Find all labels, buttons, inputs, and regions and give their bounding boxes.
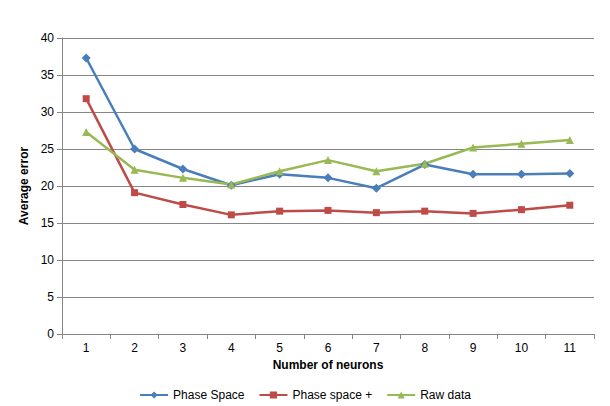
svg-text:5: 5	[47, 290, 54, 304]
svg-text:0: 0	[47, 327, 54, 341]
svg-text:10: 10	[41, 253, 55, 267]
svg-text:8: 8	[421, 341, 428, 355]
svg-text:10: 10	[515, 341, 529, 355]
svg-text:11: 11	[564, 341, 577, 355]
svg-text:3: 3	[180, 341, 187, 355]
svg-text:9: 9	[470, 341, 477, 355]
svg-text:2: 2	[131, 341, 138, 355]
svg-text:Phase Space: Phase Space	[173, 388, 245, 402]
svg-text:7: 7	[373, 341, 380, 355]
svg-text:25: 25	[41, 142, 55, 156]
svg-text:35: 35	[41, 68, 55, 82]
svg-text:4: 4	[228, 341, 235, 355]
svg-text:5: 5	[276, 341, 283, 355]
svg-text:40: 40	[41, 31, 55, 45]
svg-text:Average error: Average error	[17, 147, 31, 226]
svg-text:Phase space +: Phase space +	[292, 388, 372, 402]
svg-text:30: 30	[41, 105, 55, 119]
svg-text:6: 6	[325, 341, 332, 355]
svg-text:Raw data: Raw data	[420, 388, 471, 402]
svg-text:1: 1	[83, 341, 90, 355]
svg-text:15: 15	[41, 216, 55, 230]
svg-text:20: 20	[41, 179, 55, 193]
svg-text:Number of neurons: Number of neurons	[273, 358, 384, 372]
